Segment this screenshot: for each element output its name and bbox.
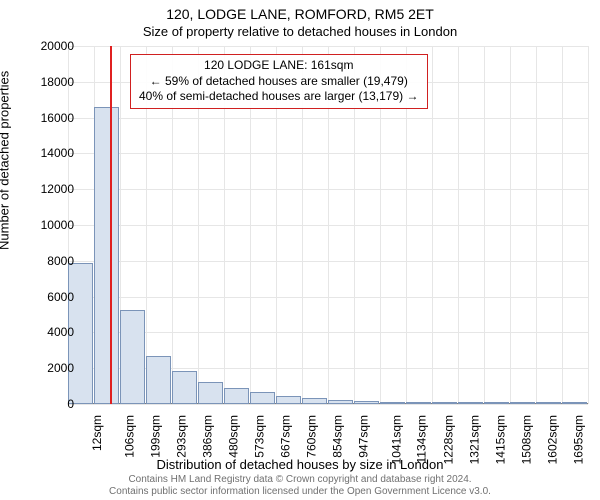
histogram-bar [510, 402, 535, 404]
ytick-label: 12000 [41, 182, 74, 196]
histogram-bar [276, 396, 301, 404]
xtick-label: 106sqm [123, 415, 137, 458]
x-axis-label: Distribution of detached houses by size … [0, 457, 600, 472]
xtick-label: 1602sqm [545, 415, 559, 464]
xtick-label: 1228sqm [441, 415, 455, 464]
footer-line-2: Contains public sector information licen… [0, 486, 600, 498]
xtick-label: 199sqm [149, 415, 163, 458]
footer-attribution: Contains HM Land Registry data © Crown c… [0, 474, 600, 498]
ytick-label: 16000 [41, 111, 74, 125]
histogram-bar [328, 400, 353, 404]
xtick-label: 1508sqm [519, 415, 533, 464]
xtick-label: 573sqm [253, 415, 267, 458]
footer-line-1: Contains HM Land Registry data © Crown c… [0, 474, 600, 486]
histogram-bar [562, 402, 587, 404]
histogram-bar [172, 371, 197, 404]
chart-title-main: 120, LODGE LANE, ROMFORD, RM5 2ET [0, 6, 600, 22]
xtick-label: 386sqm [201, 415, 215, 458]
ytick-label: 14000 [41, 146, 74, 160]
plot-area: 120 LODGE LANE: 161sqm← 59% of detached … [68, 46, 588, 404]
chart-title-sub: Size of property relative to detached ho… [0, 24, 600, 39]
histogram-bar [224, 388, 249, 404]
property-annotation: 120 LODGE LANE: 161sqm← 59% of detached … [130, 54, 428, 109]
ytick-label: 6000 [47, 290, 74, 304]
ytick-label: 20000 [41, 39, 74, 53]
annotation-line: 120 LODGE LANE: 161sqm [139, 58, 419, 74]
ytick-label: 4000 [47, 325, 74, 339]
histogram-bar [302, 398, 327, 404]
histogram-bar [380, 402, 405, 405]
histogram-bar [198, 382, 223, 404]
xtick-label: 12sqm [90, 415, 104, 451]
histogram-bar [250, 392, 275, 404]
annotation-line: ← 59% of detached houses are smaller (19… [139, 74, 419, 90]
ytick-label: 10000 [41, 218, 74, 232]
histogram-bar [484, 402, 509, 404]
xtick-label: 947sqm [357, 415, 371, 458]
xtick-label: 1041sqm [389, 415, 403, 464]
histogram-bar [432, 402, 457, 404]
gridline-v [562, 46, 563, 404]
annotation-line: 40% of semi-detached houses are larger (… [139, 89, 419, 105]
xtick-label: 667sqm [279, 415, 293, 458]
gridline-v [510, 46, 511, 404]
histogram-bar [406, 402, 431, 404]
xtick-label: 293sqm [175, 415, 189, 458]
histogram-bar [536, 402, 561, 404]
y-axis-label: Number of detached properties [0, 71, 12, 250]
gridline-v [536, 46, 537, 404]
ytick-label: 8000 [47, 254, 74, 268]
xtick-label: 480sqm [227, 415, 241, 458]
gridline-v [484, 46, 485, 404]
gridline-h [68, 404, 588, 405]
histogram-bar [458, 402, 483, 404]
ytick-label: 18000 [41, 75, 74, 89]
gridline-v [432, 46, 433, 404]
gridline-v [588, 46, 589, 404]
xtick-label: 1321sqm [467, 415, 481, 464]
xtick-label: 1134sqm [414, 415, 428, 463]
xtick-label: 1415sqm [493, 415, 507, 464]
property-marker-line [110, 46, 112, 404]
histogram-bar [120, 310, 145, 404]
ytick-label: 2000 [47, 361, 74, 375]
chart-container: 120, LODGE LANE, ROMFORD, RM5 2ET Size o… [0, 0, 600, 500]
xtick-label: 1695sqm [571, 415, 585, 464]
histogram-bar [94, 107, 119, 404]
histogram-bar [354, 401, 379, 404]
histogram-bar [146, 356, 171, 404]
gridline-v [458, 46, 459, 404]
ytick-label: 0 [67, 397, 74, 411]
xtick-label: 760sqm [305, 415, 319, 458]
xtick-label: 854sqm [331, 415, 345, 458]
